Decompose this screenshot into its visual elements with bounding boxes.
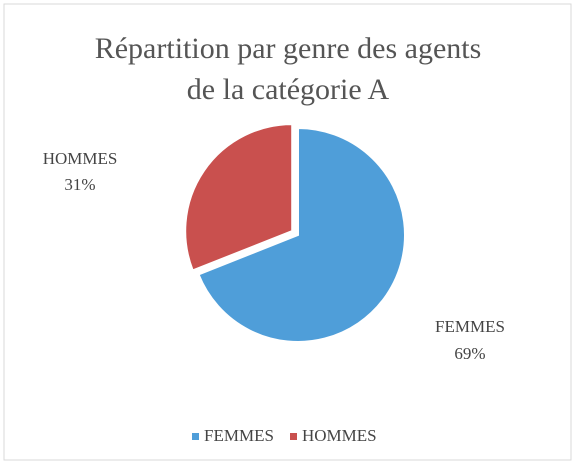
pie-slice: [184, 123, 294, 272]
legend-label: FEMMES: [204, 426, 274, 445]
legend-label: HOMMES: [302, 426, 377, 445]
chart-title: Répartition par genre des agents de la c…: [94, 32, 482, 106]
data-label-category: HOMMES: [43, 149, 118, 168]
chart-frame: [3, 3, 572, 461]
data-label-value: 69%: [454, 344, 485, 363]
legend-marker: [192, 433, 199, 440]
data-label-category: FEMMES: [435, 317, 505, 336]
legend-marker: [290, 433, 297, 440]
data-label-value: 31%: [64, 175, 95, 194]
pie-slice: [197, 126, 406, 343]
